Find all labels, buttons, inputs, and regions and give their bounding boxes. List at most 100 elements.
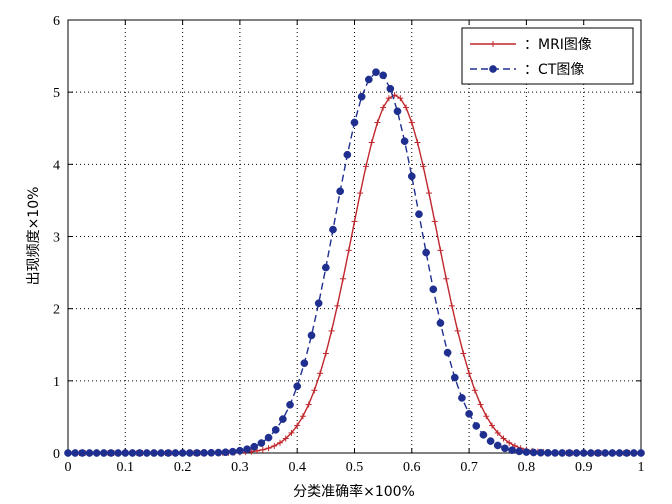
data-point — [78, 449, 87, 457]
data-point — [465, 410, 473, 418]
x-tick-label: 0.4 — [288, 460, 306, 475]
data-point — [135, 449, 144, 457]
data-point — [429, 285, 438, 294]
y-tick-label: 6 — [53, 14, 60, 29]
data-point — [259, 446, 266, 453]
data-point — [236, 446, 244, 455]
data-point — [608, 449, 617, 457]
series-mri — [65, 92, 644, 456]
data-point — [437, 247, 444, 254]
data-point — [400, 137, 409, 146]
data-point — [164, 449, 173, 457]
data-point — [336, 187, 345, 196]
data-point — [448, 302, 455, 309]
legend-box — [461, 27, 634, 85]
x-tick-label: 0.8 — [518, 460, 536, 475]
legend: ：MRI图像 ：CT图像 — [461, 27, 634, 85]
data-point — [565, 449, 574, 457]
data-point — [311, 387, 318, 394]
data-point — [271, 442, 278, 449]
data-point — [328, 327, 335, 334]
data-point — [374, 119, 381, 126]
legend-marker — [489, 65, 497, 73]
data-point — [407, 172, 416, 181]
data-point — [506, 439, 513, 446]
data-point — [214, 448, 223, 457]
data-point — [114, 449, 122, 457]
x-tick-label: 1 — [638, 460, 645, 475]
data-point — [522, 448, 531, 456]
data-point — [471, 387, 478, 394]
data-point — [460, 350, 467, 357]
data-point — [64, 449, 72, 457]
data-point — [422, 248, 430, 257]
data-point — [486, 437, 495, 445]
data-point — [397, 95, 404, 102]
data-point — [264, 433, 273, 442]
data-point — [357, 190, 364, 197]
data-point — [436, 319, 445, 327]
data-point — [178, 449, 187, 457]
data-point — [343, 150, 352, 159]
data-point — [403, 104, 410, 111]
data-point — [500, 435, 507, 442]
data-point — [317, 370, 324, 377]
data-point — [351, 218, 358, 225]
y-axis-label: 出现频度×10% — [26, 187, 42, 286]
y-tick-label: 4 — [53, 158, 60, 173]
x-tick-label: 0.1 — [117, 460, 135, 475]
data-point — [454, 327, 461, 334]
data-point — [637, 449, 645, 457]
data-point — [443, 348, 452, 357]
data-point — [288, 429, 295, 436]
data-point — [414, 139, 421, 146]
data-point — [483, 413, 490, 420]
data-point — [357, 92, 366, 101]
data-point — [385, 95, 392, 102]
data-point — [322, 350, 329, 357]
data-point — [477, 401, 484, 408]
legend-label: ：CT图像 — [524, 62, 584, 78]
y-tick-label: 2 — [53, 303, 60, 318]
data-point — [622, 449, 631, 457]
data-point — [386, 84, 395, 93]
x-tick-label: 0.3 — [231, 460, 249, 475]
data-point — [508, 446, 516, 455]
y-tick-label: 1 — [53, 375, 60, 390]
data-point — [425, 190, 432, 197]
data-point — [472, 422, 481, 430]
axis-ticks: 0 0.1 0.2 0.3 0.4 0.5 0.6 0.7 0.8 0.9 1 0 1 2 3 4 5 6 — [53, 14, 645, 475]
data-point — [85, 449, 94, 457]
data-point — [515, 447, 524, 456]
data-point — [277, 439, 284, 446]
data-point — [431, 218, 438, 225]
data-point — [294, 422, 301, 429]
data-point — [322, 263, 330, 272]
data-point — [479, 430, 488, 439]
data-point — [494, 429, 501, 436]
data-point — [615, 449, 624, 457]
x-tick-label: 0.9 — [575, 460, 593, 475]
data-point — [99, 449, 108, 457]
data-point — [300, 359, 309, 368]
data-point — [107, 449, 115, 457]
data-point — [345, 247, 352, 254]
data-point — [150, 449, 158, 457]
data-point — [372, 68, 380, 77]
y-tick-label: 5 — [53, 86, 60, 101]
data-point — [228, 447, 237, 456]
data-point — [458, 394, 466, 402]
data-point — [157, 449, 165, 457]
series-line — [68, 71, 641, 454]
data-point — [142, 449, 151, 457]
data-point — [307, 331, 316, 340]
data-point — [299, 413, 306, 420]
data-point — [271, 425, 280, 434]
data-point — [489, 422, 496, 429]
data-point — [536, 448, 545, 457]
data-point — [350, 118, 359, 127]
data-point — [544, 449, 552, 457]
data-point — [207, 448, 216, 457]
data-point — [250, 442, 259, 451]
